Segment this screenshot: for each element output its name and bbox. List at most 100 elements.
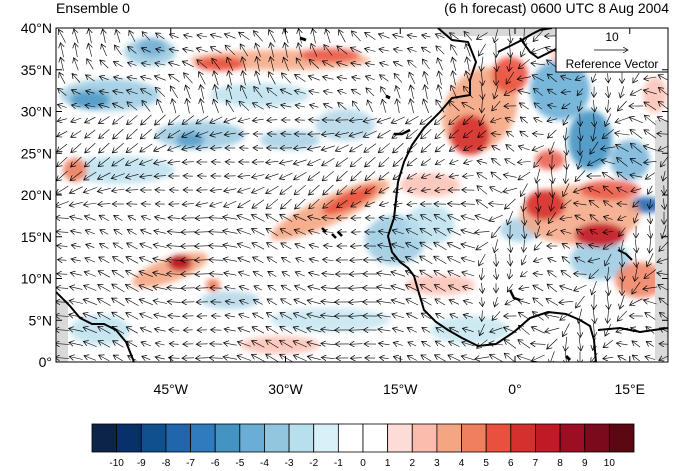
wind-vector bbox=[56, 232, 69, 233]
wind-vector bbox=[112, 157, 125, 166]
wind-vector bbox=[537, 196, 539, 212]
wind-vector bbox=[209, 274, 223, 275]
wind-vector bbox=[337, 77, 348, 79]
wind-vector bbox=[622, 252, 623, 267]
wind-vector bbox=[579, 100, 582, 112]
wind-vector bbox=[197, 35, 208, 37]
wind-vector bbox=[156, 49, 165, 51]
wind-vector bbox=[601, 147, 616, 149]
wind-vector bbox=[506, 71, 515, 84]
wind-vector bbox=[349, 131, 363, 136]
wind-vector bbox=[589, 269, 600, 278]
wind-vector bbox=[475, 231, 490, 232]
wind-vector bbox=[635, 239, 637, 252]
wind-vector bbox=[477, 161, 488, 164]
wind-vector bbox=[71, 130, 82, 138]
wind-vector bbox=[463, 176, 474, 177]
wind-vector bbox=[84, 285, 97, 291]
wind-vector bbox=[238, 200, 251, 207]
wind-vector bbox=[421, 158, 431, 166]
wind-vector bbox=[421, 355, 432, 362]
wind-vector bbox=[240, 300, 249, 303]
wind-vector bbox=[184, 73, 193, 84]
wind-vector bbox=[377, 301, 392, 303]
wind-vector bbox=[268, 285, 277, 291]
wind-vector bbox=[658, 285, 668, 291]
wind-vector bbox=[252, 199, 265, 209]
wind-vector bbox=[482, 282, 483, 293]
wind-vector bbox=[531, 344, 546, 345]
wind-vector bbox=[209, 260, 224, 261]
wind-vector bbox=[495, 56, 497, 72]
wind-vector bbox=[113, 341, 124, 348]
wind-vector bbox=[280, 185, 293, 195]
wind-vector bbox=[492, 158, 501, 166]
wind-vector bbox=[299, 29, 302, 44]
wind-vector bbox=[116, 30, 120, 43]
wind-vector bbox=[520, 131, 529, 138]
wind-vector bbox=[379, 156, 390, 167]
wind-vector bbox=[407, 157, 418, 166]
wind-vector bbox=[266, 228, 279, 236]
wind-vector bbox=[449, 115, 460, 124]
wind-vector bbox=[257, 57, 260, 72]
wind-vector bbox=[462, 342, 475, 346]
colorbar-box bbox=[510, 423, 536, 453]
wind-vector bbox=[99, 142, 110, 153]
wind-vector bbox=[495, 297, 498, 307]
wind-vector bbox=[476, 241, 489, 250]
wind-vector bbox=[168, 129, 181, 138]
wind-vector bbox=[561, 92, 571, 93]
wind-vector bbox=[663, 198, 664, 210]
wind-vector bbox=[630, 88, 642, 95]
wind-vector bbox=[350, 156, 362, 167]
colorbar-box bbox=[584, 423, 610, 453]
wind-vector bbox=[336, 157, 349, 167]
wind-vector bbox=[449, 33, 459, 40]
wind-vector bbox=[256, 43, 261, 58]
wind-vector bbox=[295, 105, 305, 107]
wind-vector bbox=[127, 128, 138, 139]
wind-vector bbox=[237, 230, 252, 235]
wind-vector bbox=[337, 46, 348, 55]
wind-vector bbox=[633, 72, 640, 83]
wind-vector bbox=[424, 71, 428, 85]
wind-vector bbox=[630, 159, 643, 166]
lat-tick-label: 0° bbox=[39, 354, 52, 370]
wind-vector bbox=[494, 29, 497, 42]
wind-vector bbox=[168, 114, 180, 125]
wind-vector bbox=[659, 356, 668, 361]
wind-vector bbox=[393, 157, 404, 167]
wind-vector bbox=[283, 57, 289, 71]
wind-vector bbox=[89, 29, 92, 44]
wind-vector bbox=[448, 355, 461, 362]
wind-vector bbox=[210, 47, 222, 54]
wind-vector bbox=[534, 103, 543, 110]
wind-vector bbox=[575, 76, 585, 80]
wind-vector bbox=[308, 286, 321, 289]
wind-vector bbox=[603, 340, 614, 347]
wind-vector bbox=[309, 59, 320, 69]
wind-vector bbox=[226, 100, 235, 113]
wind-vector bbox=[225, 287, 236, 289]
wind-vector bbox=[321, 315, 336, 316]
wind-vector bbox=[601, 160, 616, 165]
wind-vector bbox=[547, 119, 558, 122]
wind-vector bbox=[182, 61, 194, 68]
wind-vector bbox=[252, 175, 265, 178]
wind-vector bbox=[506, 145, 515, 152]
wind-vector bbox=[509, 28, 511, 43]
wind-vector bbox=[69, 301, 83, 304]
wind-vector bbox=[478, 43, 486, 56]
wind-vector bbox=[548, 258, 557, 262]
wind-vector bbox=[565, 140, 566, 155]
wind-vector bbox=[548, 129, 557, 138]
wind-vector bbox=[125, 174, 139, 177]
wind-vector bbox=[182, 130, 195, 137]
reference-vector-box: 10 Reference Vector bbox=[555, 28, 668, 73]
wind-vector bbox=[438, 85, 442, 100]
wind-vector bbox=[99, 355, 110, 362]
wind-vector bbox=[252, 243, 265, 250]
nodata-area bbox=[655, 120, 668, 360]
wind-vector bbox=[84, 171, 97, 180]
